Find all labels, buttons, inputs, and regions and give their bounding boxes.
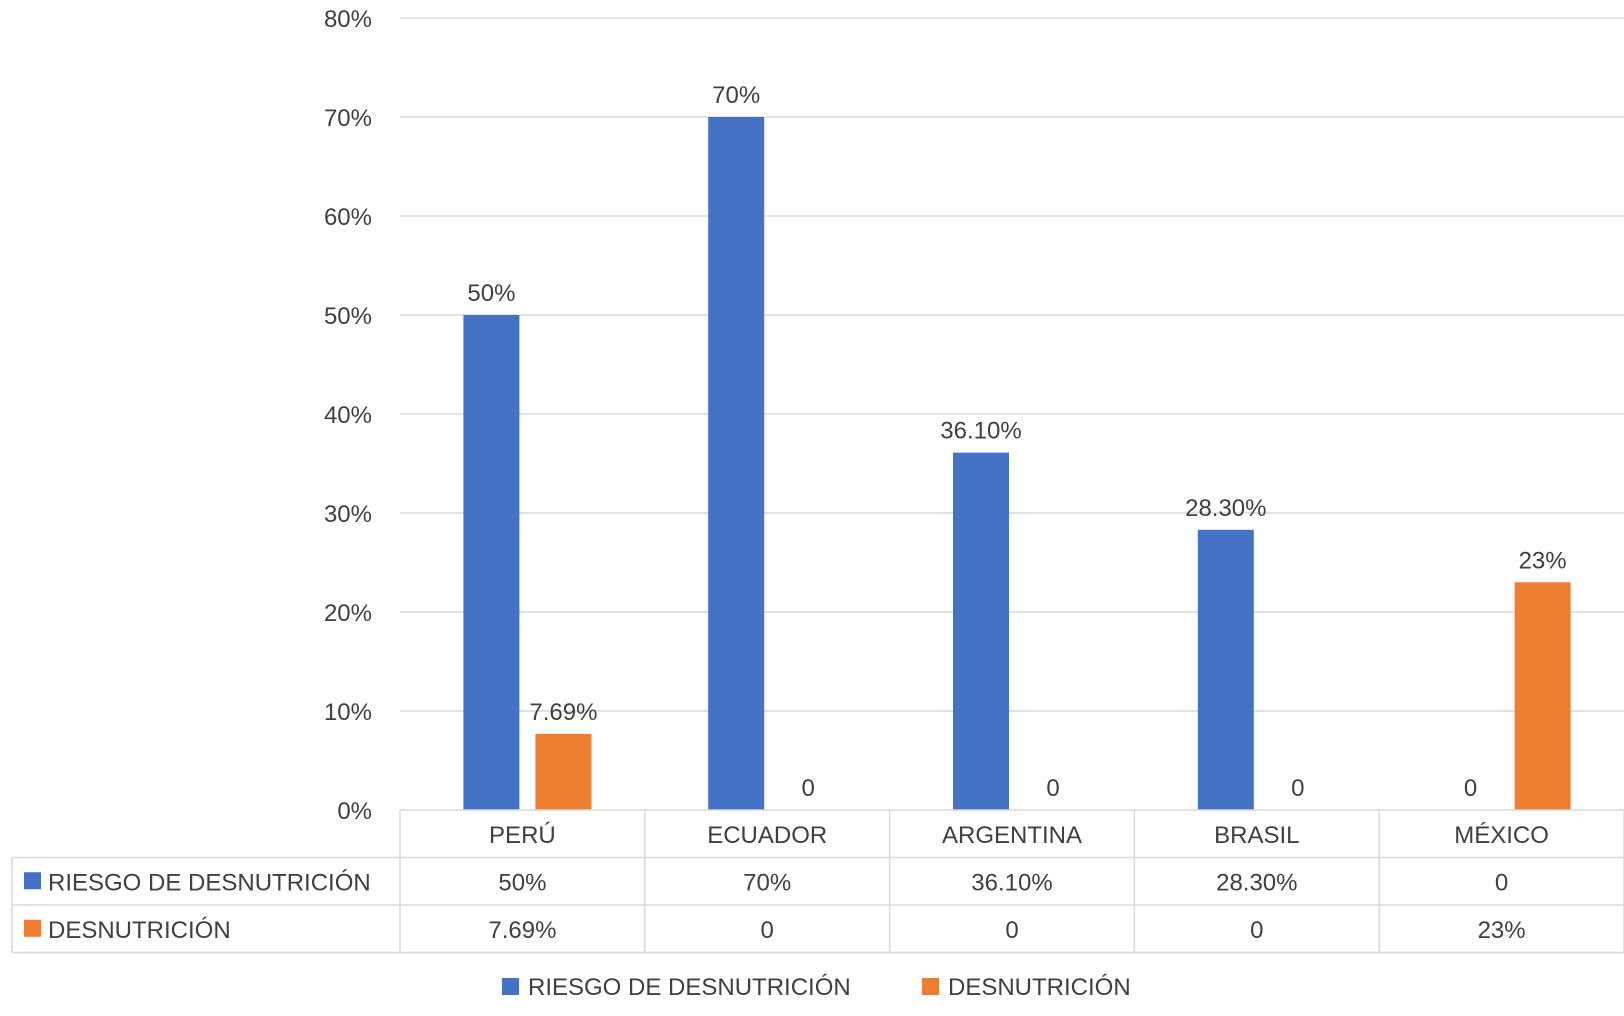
category-label: ECUADOR <box>707 822 827 849</box>
table-legend-key-0 <box>24 872 41 890</box>
y-tick-label: 0% <box>337 798 372 825</box>
legend-key-1 <box>922 978 939 995</box>
table-cell: 50% <box>498 869 546 896</box>
table-series-label: DESNUTRICIÓN <box>48 917 231 944</box>
table-cell: 23% <box>1478 917 1526 944</box>
data-label: 7.69% <box>529 699 597 726</box>
category-label: BRASIL <box>1214 822 1299 849</box>
table-series-label: RIESGO DE DESNUTRICIÓN <box>48 869 371 896</box>
data-label: 70% <box>712 82 760 109</box>
table-cell: 70% <box>743 869 791 896</box>
table-cell: 0 <box>1495 869 1508 896</box>
bar-0-0 <box>463 315 520 810</box>
data-label: 0 <box>1464 775 1477 802</box>
y-tick-label: 20% <box>324 600 372 627</box>
category-label: ARGENTINA <box>942 822 1082 849</box>
legend-label: RIESGO DE DESNUTRICIÓN <box>528 974 851 1001</box>
table-cell: 7.69% <box>488 917 556 944</box>
y-tick-label: 70% <box>324 105 372 132</box>
table-cell: 0 <box>761 917 774 944</box>
bar-0-3 <box>1197 529 1254 810</box>
y-tick-label: 30% <box>324 501 372 528</box>
category-label: MÉXICO <box>1454 822 1549 849</box>
bar-1-4 <box>1514 582 1571 810</box>
data-label: 23% <box>1519 547 1567 574</box>
data-label: 36.10% <box>940 418 1021 445</box>
legend-label: DESNUTRICIÓN <box>948 974 1131 1001</box>
data-label: 0 <box>1291 775 1304 802</box>
bar-1-0 <box>535 733 592 810</box>
table-cell: 0 <box>1250 917 1263 944</box>
table-cell: 28.30% <box>1216 869 1297 896</box>
y-tick-label: 50% <box>324 303 372 330</box>
bar-0-2 <box>953 452 1009 810</box>
data-label: 28.30% <box>1185 495 1266 522</box>
data-label: 50% <box>467 280 515 307</box>
table-legend-key-1 <box>24 919 41 937</box>
data-label: 0 <box>1046 775 1059 802</box>
table-cell: 36.10% <box>971 869 1052 896</box>
data-label: 0 <box>802 775 815 802</box>
table-cell: 0 <box>1005 917 1018 944</box>
y-tick-label: 10% <box>324 699 372 726</box>
y-tick-label: 40% <box>324 402 372 429</box>
category-label: PERÚ <box>489 822 556 849</box>
bar-0-1 <box>708 117 765 810</box>
y-tick-label: 60% <box>324 204 372 231</box>
y-tick-label: 80% <box>324 6 372 33</box>
legend-key-0 <box>502 978 519 995</box>
